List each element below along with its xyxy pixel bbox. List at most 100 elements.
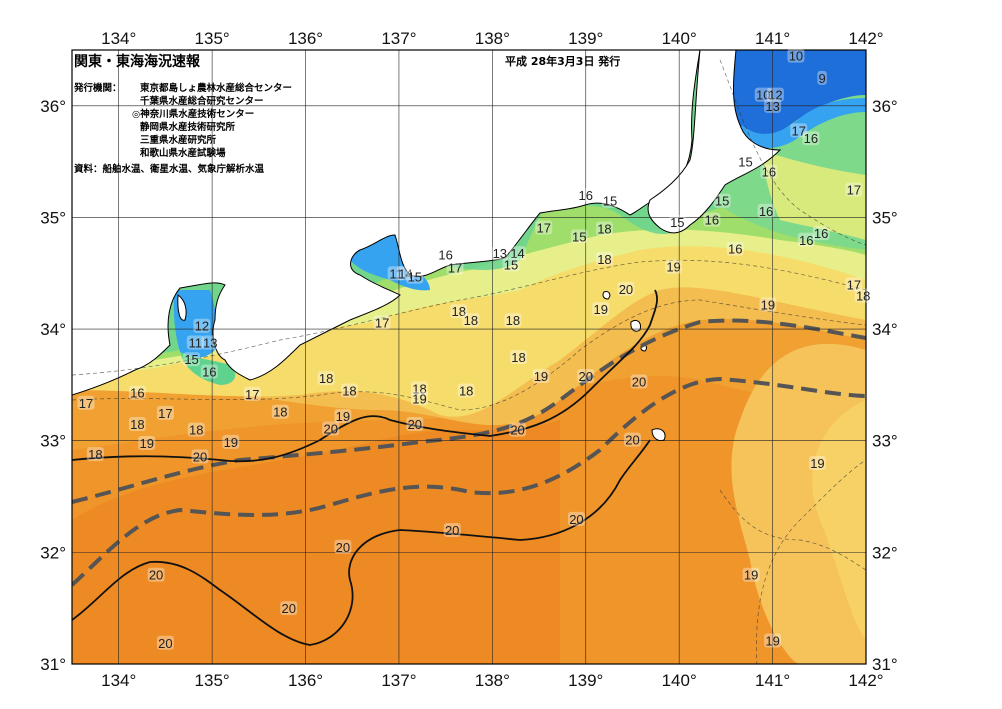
latitude-labels-right: 36° 35° 34° 33° 32° 31° <box>872 97 898 674</box>
isotherm-label-bg <box>854 288 872 303</box>
isotherm-label-bg <box>406 269 424 284</box>
isotherm-label: 17 <box>847 183 861 198</box>
isotherm-label-bg <box>243 386 261 401</box>
isotherm-label-bg <box>387 266 405 281</box>
isotherm-label: 10 <box>756 88 770 103</box>
isotherm-label: 16 <box>814 226 828 241</box>
isotherm-label: 18 <box>130 417 144 432</box>
isotherm-label: 18 <box>597 222 611 237</box>
isotherm-label-bg <box>77 395 95 410</box>
latitude-label-right: 32° <box>872 543 898 562</box>
isotherm-label: 15 <box>572 229 586 244</box>
isotherm-label-bg <box>601 193 619 208</box>
isotherm-label-bg <box>509 246 527 261</box>
isotherm-label-bg <box>757 203 775 218</box>
isotherm-label-bg <box>790 123 808 138</box>
isotherm-label-bg <box>577 368 595 383</box>
isotherm-label-bg <box>491 246 509 261</box>
isotherm-label: 20 <box>408 417 422 432</box>
longitude-label-bottom: 140° <box>662 671 697 690</box>
isotherm-label-bg <box>446 260 464 275</box>
isotherm-label: 17 <box>536 221 550 236</box>
isotherm-label: 13 <box>493 246 507 261</box>
isotherm-label-bg <box>334 539 352 554</box>
isotherm-label: 16 <box>762 165 776 180</box>
issuer-6: 和歌山県水産試験場 <box>139 147 226 159</box>
isotherm-label: 12 <box>195 319 209 334</box>
isotherm-label: 20 <box>445 523 459 538</box>
isotherm-label-bg <box>450 304 468 319</box>
issuer-1: 東京都島しょ農林水産総合センター <box>139 82 292 94</box>
source-note: 資料：船舶水温、衛星水温、気象庁解析水温 <box>74 163 265 175</box>
issuer-4: 静岡県水産技術研究所 <box>140 121 236 133</box>
isotherm-label: 15 <box>738 155 752 170</box>
longitude-label-bottom: 136° <box>288 671 323 690</box>
isotherm-label-bg <box>317 371 335 386</box>
isotherm-label-bg <box>322 421 340 436</box>
isotherm-label-bg <box>808 456 826 471</box>
isotherm-label-bg <box>334 409 352 424</box>
isotherm-label: 11 <box>189 335 203 350</box>
isotherm-label-bg <box>406 416 424 431</box>
latitude-labels-left: 36° 35° 34° 33° 32° 31° <box>40 97 66 674</box>
map-frame <box>71 49 867 665</box>
longitude-label-bottom: 138° <box>475 671 510 690</box>
isotherm-label: 19 <box>593 302 607 317</box>
isotherm-label: 18 <box>319 371 333 386</box>
isotherm-label: 16 <box>130 386 144 401</box>
isotherm-label-bg <box>410 381 428 396</box>
isotherm-label: 11 <box>389 266 403 281</box>
isotherm-label: 20 <box>579 369 593 384</box>
isotherm-label-bg <box>193 318 211 333</box>
isotherm-label: 13 <box>765 99 779 114</box>
longitude-labels-top: 134° 135° 136° 137° 138° 139° 140° 141° 142° <box>101 29 883 48</box>
longitude-labels-bottom: 134° 135° 136° 137° 138° 139° 140° 141° 142° <box>101 671 883 690</box>
longitude-label-top: 136° <box>288 29 323 48</box>
isotherm-label-bg <box>502 257 520 272</box>
graticule <box>72 50 867 665</box>
isotherm-label-bg <box>668 214 686 229</box>
isotherm-label: 17 <box>158 406 172 421</box>
isotherm-label-bg <box>532 368 550 383</box>
isotherm-label-bg <box>742 567 760 582</box>
isotherm-label-bg <box>147 567 165 582</box>
isotherm-label: 17 <box>245 387 259 402</box>
isotherm-label: 15 <box>715 194 729 209</box>
isotherm-label-bg <box>410 391 428 406</box>
kuroshio-axis <box>72 318 866 587</box>
isotherm-label: 15 <box>603 194 617 209</box>
isotherm-label-bg <box>845 182 863 197</box>
isotherm-label: 16 <box>438 247 452 262</box>
longitude-label-bottom: 137° <box>381 671 416 690</box>
isotherm-label-bg <box>183 352 201 367</box>
isotherm-label: 13 <box>203 335 217 350</box>
isotherm-20 <box>72 289 658 646</box>
isotherm-label-bg <box>595 221 613 236</box>
isotherm-label: 19 <box>412 391 426 406</box>
isotherm-label: 17 <box>79 396 93 411</box>
issue-date: 平成 28年3月3日 発行 <box>505 54 620 68</box>
latitude-label-left: 33° <box>40 432 66 451</box>
isotherm-label-bg <box>567 511 585 526</box>
isotherm-label: 18 <box>88 447 102 462</box>
isotherm-label: 19 <box>336 409 350 424</box>
isotherm-label-bg <box>280 601 298 616</box>
latitude-label-right: 35° <box>872 208 898 227</box>
isotherm-label-bg <box>462 313 480 328</box>
isotherm-label: 16 <box>759 204 773 219</box>
isotherm-label-bg <box>156 405 174 420</box>
isotherm-label-bg <box>187 422 205 437</box>
isotherm-label: 15 <box>670 215 684 230</box>
isotherm-label-bg <box>812 226 830 241</box>
isotherm-label-bg <box>764 633 782 648</box>
isotherm-label: 17 <box>792 123 806 138</box>
isotherm-label-bg <box>623 432 641 447</box>
isotherm-label-bg <box>736 154 754 169</box>
isotherm-label-bg <box>802 131 820 146</box>
isotherm-label: 15 <box>504 257 518 272</box>
latitude-label-left: 34° <box>40 320 66 339</box>
isotherm-label-bg <box>760 164 778 179</box>
isotherm-label: 20 <box>324 421 338 436</box>
isotherm-label: 19 <box>139 436 153 451</box>
longitude-label-bottom: 134° <box>101 671 136 690</box>
